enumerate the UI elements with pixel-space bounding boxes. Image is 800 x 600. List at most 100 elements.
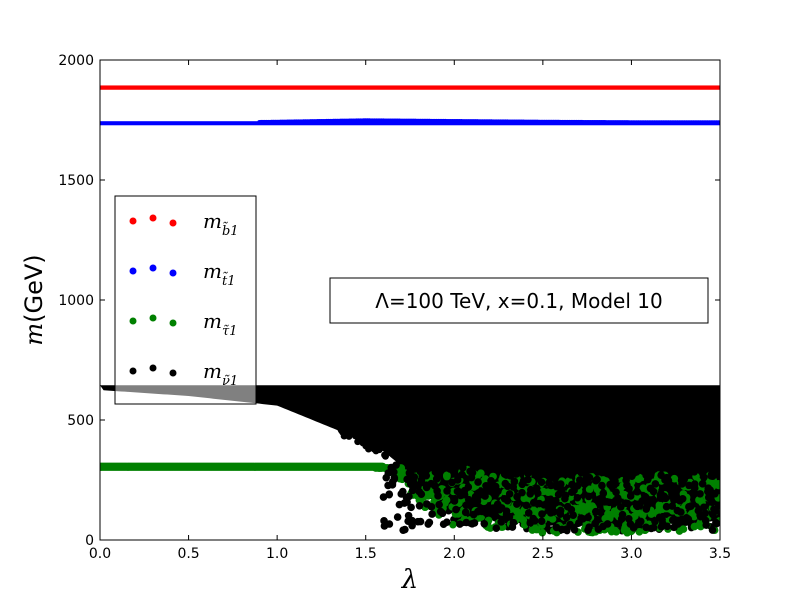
point-sneutrino (421, 456, 430, 464)
point-sneutrino (492, 524, 501, 533)
point-sneutrino (390, 475, 399, 483)
band-stop (100, 121, 720, 126)
point-sneutrino (698, 480, 707, 488)
point-sneutrino (380, 522, 389, 530)
y-axis-label: m(GeV) (20, 254, 48, 345)
point-sneutrino (612, 488, 620, 497)
point-sneutrino (406, 476, 415, 484)
point-sneutrino (594, 525, 603, 534)
point-sneutrino (448, 457, 457, 466)
point-sneutrino (668, 459, 677, 468)
point-sneutrino (668, 502, 677, 510)
point-stau (611, 526, 619, 535)
svg-text:mν̃1: mν̃1 (203, 359, 238, 389)
y-axis-ticks: 0 500 1000 1500 2000 (58, 53, 720, 549)
point-stau (415, 496, 424, 505)
point-sneutrino (505, 490, 514, 498)
point-sneutrino (600, 465, 609, 473)
point-sneutrino (596, 508, 605, 517)
point-sneutrino (538, 510, 546, 518)
point-sneutrino (664, 476, 673, 485)
point-sneutrino (417, 476, 426, 484)
point-sneutrino (573, 493, 582, 502)
legend-box (114, 195, 257, 405)
point-sneutrino (694, 506, 703, 515)
point-sneutrino (458, 470, 466, 479)
point-sneutrino (578, 462, 587, 471)
point-sneutrino (436, 507, 445, 516)
point-stau (477, 469, 485, 477)
point-sneutrino (537, 478, 546, 487)
point-sneutrino (392, 461, 400, 469)
point-sneutrino (554, 490, 563, 499)
point-sneutrino (336, 424, 344, 432)
point-sneutrino (393, 513, 402, 521)
point-sneutrino (701, 461, 710, 469)
point-stau (573, 504, 582, 513)
point-sneutrino (509, 518, 518, 527)
x-tick-label: 2.0 (443, 546, 465, 562)
point-stau (585, 485, 594, 494)
point-stau (655, 503, 664, 511)
point-stau (588, 502, 596, 510)
legend-marker (129, 267, 137, 275)
point-sneutrino (623, 481, 631, 489)
point-sneutrino (518, 480, 527, 489)
point-sneutrino (567, 505, 576, 514)
point-sneutrino (633, 487, 641, 496)
legend-label-stop: m (203, 259, 222, 283)
point-sneutrino (690, 467, 699, 476)
point-sneutrino (487, 476, 495, 485)
legend-marker (149, 364, 157, 372)
y-tick-label: 2000 (58, 53, 94, 69)
point-sneutrino (592, 476, 600, 485)
legend-entry-sneutrino: mν̃1 (129, 359, 238, 389)
point-sneutrino (482, 481, 490, 490)
legend-marker (169, 369, 177, 377)
point-sneutrino (524, 463, 532, 472)
point-sneutrino (364, 440, 372, 448)
point-sneutrino (533, 456, 541, 464)
point-sneutrino (708, 526, 717, 534)
point-sneutrino (474, 489, 482, 498)
point-sneutrino (670, 496, 678, 504)
point-sneutrino (687, 502, 695, 510)
legend-marker (129, 217, 137, 225)
point-sneutrino (563, 455, 572, 463)
point-sneutrino (385, 490, 393, 499)
point-sneutrino (416, 517, 425, 526)
point-sneutrino (428, 510, 436, 518)
y-axis-label-m: m (20, 323, 48, 346)
point-sneutrino (402, 457, 410, 466)
x-tick-label: 3.5 (709, 546, 731, 562)
point-sneutrino (558, 465, 566, 474)
point-sneutrino (467, 473, 476, 482)
point-sneutrino (561, 494, 569, 503)
point-sneutrino (617, 503, 625, 511)
point-sneutrino (593, 468, 602, 476)
point-sneutrino (575, 476, 584, 484)
point-sneutrino (513, 500, 521, 508)
point-sneutrino (572, 458, 580, 467)
point-sneutrino (646, 484, 655, 493)
point-sneutrino (556, 510, 565, 518)
series-stop (100, 118, 720, 126)
point-sneutrino (604, 454, 613, 463)
point-sneutrino (413, 464, 422, 473)
point-sneutrino (462, 518, 471, 527)
point-sneutrino (570, 486, 578, 495)
point-sneutrino (422, 481, 431, 490)
point-sneutrino (439, 520, 448, 529)
point-stau (397, 467, 405, 476)
point-sneutrino (390, 468, 398, 476)
y-tick-label: 1000 (58, 293, 94, 309)
svg-text:m(GeV): m(GeV) (20, 254, 48, 345)
point-sneutrino (404, 517, 412, 525)
point-sneutrino (668, 516, 677, 524)
point-sneutrino (448, 466, 457, 474)
point-stau (477, 513, 486, 521)
point-sneutrino (651, 517, 659, 526)
data-layer (100, 85, 720, 537)
point-sneutrino (550, 507, 558, 516)
point-sneutrino (374, 432, 382, 440)
